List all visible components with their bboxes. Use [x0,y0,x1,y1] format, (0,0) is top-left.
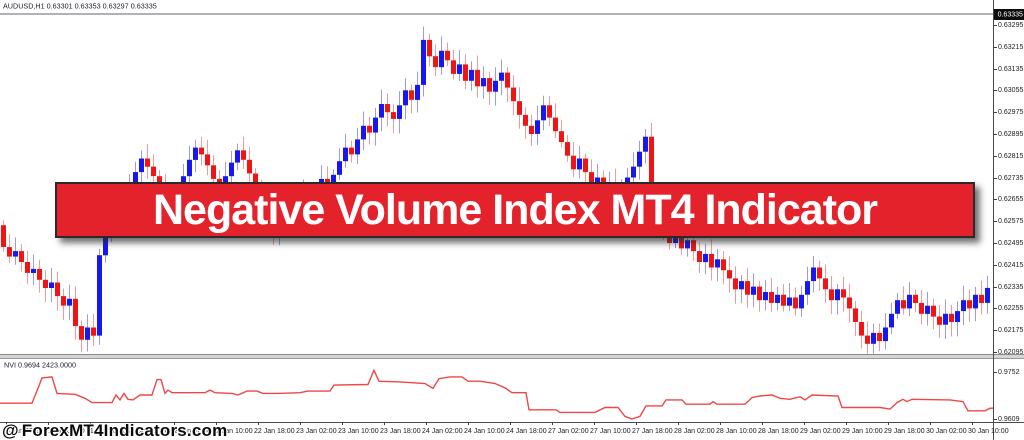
time-tick [342,422,343,425]
time-axis-label: 30 Jan 10:00 [968,427,1009,435]
price-tick [993,47,997,48]
price-tick [993,90,997,91]
time-axis-label: 29 Jan 18:00 [884,427,925,435]
indicator-tick [993,372,997,373]
indicator-axis-label: 0.9752 [998,368,1020,376]
price-tick [993,178,997,179]
price-axis-label: 0.62495 [998,239,1024,247]
time-tick [594,422,595,425]
time-tick [468,422,469,425]
price-axis-label: 0.62335 [998,283,1024,291]
time-axis-label: 23 Jan 18:00 [380,427,421,435]
price-axis-label: 0.63055 [998,86,1024,94]
time-axis-label: 24 Jan 02:00 [422,427,463,435]
time-tick [258,422,259,425]
time-tick [678,422,679,425]
time-tick [300,422,301,425]
time-axis-label: 24 Jan 18:00 [506,427,547,435]
time-axis-label: 27 Jan 02:00 [548,427,589,435]
time-tick [846,422,847,425]
price-axis-label: 0.63215 [998,43,1024,51]
price-axis-label: 0.62255 [998,304,1024,312]
time-axis-label: 22 Jan 18:00 [254,427,295,435]
indicator-tick [993,419,997,420]
time-tick [636,422,637,425]
price-tick [993,308,997,309]
time-axis-label: 21 Jan 18:00 [128,427,169,435]
time-axis-label: 22 Jan 02:00 [170,427,211,435]
time-axis-label: 23 Jan 10:00 [338,427,379,435]
time-tick [888,422,889,425]
time-axis-label: 28 Jan 18:00 [758,427,799,435]
time-axis-label: 27 Jan 10:00 [590,427,631,435]
chart-title-ohlc: AUDUSD,H1 0.63301 0.63353 0.63297 0.6333… [3,2,157,10]
time-tick [90,422,91,425]
price-axis-label: 0.62575 [998,217,1024,225]
time-axis-label: 24 Jan 10:00 [464,427,505,435]
price-axis-label: 0.62975 [998,108,1024,116]
price-axis-label: 0.62815 [998,152,1024,160]
at-sign-icon: @ [2,421,19,440]
time-tick [174,422,175,425]
time-axis-label: 20 Jan 2025 [2,427,41,435]
watermark-text: ForexMT4Indicators.com [21,421,228,440]
price-tick [993,287,997,288]
time-axis-label: 21 Jan 02:00 [44,427,85,435]
time-axis-label: 21 Jan 10:00 [86,427,127,435]
time-tick [762,422,763,425]
indicator-value-label: NVI 0.9694 2423.0000 [4,361,77,369]
price-tick [993,69,997,70]
promo-banner: Negative Volume Index MT4 Indicator [55,182,975,238]
price-tick [993,243,997,244]
price-tick [993,265,997,266]
time-axis-label: 27 Jan 18:00 [632,427,673,435]
time-axis-label: 22 Jan 10:00 [212,427,253,435]
time-axis-label: 28 Jan 10:00 [716,427,757,435]
time-axis-label: 28 Jan 02:00 [674,427,715,435]
time-tick [804,422,805,425]
time-axis-label: 29 Jan 10:00 [842,427,883,435]
indicator-window-divider[interactable] [0,354,1024,359]
time-tick [972,422,973,425]
watermark: @ ForexMT4Indicators.com [2,421,227,440]
time-tick [426,422,427,425]
time-tick [510,422,511,425]
price-axis-label: 0.63295 [998,21,1024,29]
price-axis-label: 0.62095 [998,348,1024,356]
price-tick [993,199,997,200]
price-tick [993,352,997,353]
time-axis-label: 29 Jan 02:00 [800,427,841,435]
indicator-axis-label: 0.9609 [998,415,1020,423]
time-tick [48,422,49,425]
time-axis-label: 30 Jan 02:00 [926,427,967,435]
time-tick [720,422,721,425]
time-axis-label: 23 Jan 02:00 [296,427,337,435]
price-axis-label: 0.63135 [998,65,1024,73]
price-axis-label: 0.62735 [998,174,1024,182]
price-tick [993,156,997,157]
time-tick [6,422,7,425]
time-tick [216,422,217,425]
current-price-badge: 0.63335 [994,9,1024,20]
price-axis-label: 0.62175 [998,326,1024,334]
price-tick [993,134,997,135]
price-axis-label: 0.62655 [998,195,1024,203]
price-axis-label: 0.62895 [998,130,1024,138]
time-tick [552,422,553,425]
price-axis-separator [993,0,994,440]
price-tick [993,112,997,113]
price-tick [993,330,997,331]
time-tick [384,422,385,425]
time-tick [132,422,133,425]
promo-banner-text: Negative Volume Index MT4 Indicator [152,185,878,234]
time-axis-separator [0,422,1024,423]
price-axis-label: 0.62415 [998,261,1024,269]
price-tick [993,25,997,26]
time-tick [930,422,931,425]
price-tick [993,221,997,222]
